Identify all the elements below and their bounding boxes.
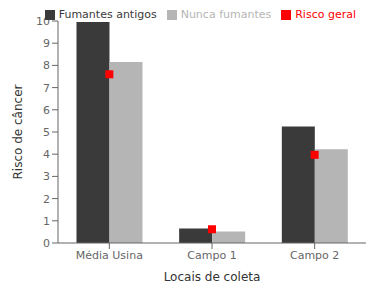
svg-text:4: 4 [43,148,50,161]
svg-text:0: 0 [43,237,50,250]
svg-text:9: 9 [43,37,50,50]
svg-text:7: 7 [43,82,50,95]
svg-text:1: 1 [43,215,50,228]
html-text:Nunca fumantes: Nunca fumantes [180,8,272,21]
svg-text:2: 2 [43,193,50,206]
html-text:Fumantes antigos: Fumantes antigos [58,8,157,21]
svg-text:Campo 2: Campo 2 [290,249,339,262]
html-text:Risco geral: Risco geral [295,8,356,21]
svg-text:6: 6 [43,104,50,117]
svg-text:3: 3 [43,170,50,183]
svg-text:10: 10 [36,15,50,28]
svg-text:Locais de coleta: Locais de coleta [164,270,261,284]
svg-text:5: 5 [43,126,50,139]
svg-text:Campo 1: Campo 1 [187,249,236,262]
svg-text:Risco de câncer: Risco de câncer [11,84,25,179]
svg-text:8: 8 [43,59,50,72]
svg-text:Média Usina: Média Usina [76,249,143,262]
